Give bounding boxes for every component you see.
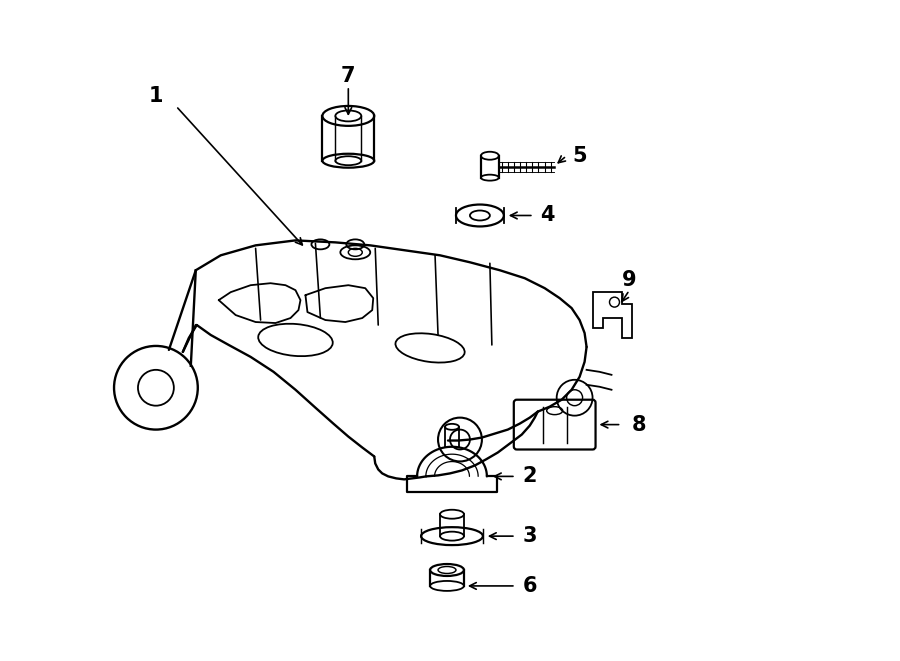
Text: 3: 3 <box>523 526 537 546</box>
Text: 5: 5 <box>572 145 587 166</box>
Text: 6: 6 <box>523 576 537 596</box>
Text: 8: 8 <box>632 414 647 434</box>
Text: 1: 1 <box>148 86 163 106</box>
Text: 9: 9 <box>622 270 637 290</box>
Text: 2: 2 <box>523 467 537 486</box>
Text: 7: 7 <box>341 66 356 86</box>
Text: 4: 4 <box>540 206 555 225</box>
